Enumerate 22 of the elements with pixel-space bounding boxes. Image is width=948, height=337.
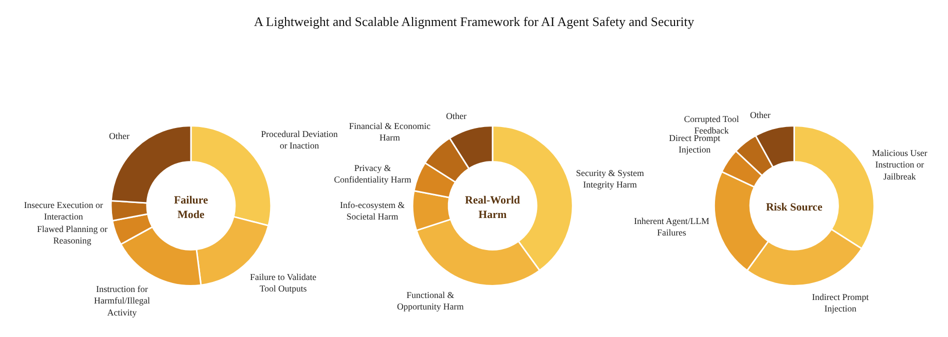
text: A Lightweight and Scalable Alignment Framework for AI Agent Safety and Security bbox=[254, 14, 695, 29]
text: Risk Source bbox=[766, 202, 822, 214]
slice-label: Inherent Agent/LLM Failures bbox=[634, 216, 710, 238]
text: Real-World Harm bbox=[465, 194, 520, 221]
slice-label: Privacy & Confidentiality Harm bbox=[334, 163, 412, 185]
slice-label: Failure to Validate Tool Outputs bbox=[250, 272, 316, 294]
slice-label: Security & System Integrity Harm bbox=[576, 168, 644, 190]
slice-label: Financial & Economic Harm bbox=[349, 121, 430, 143]
slice-label: Other bbox=[446, 111, 466, 121]
slice-label: Instruction for Harmful/Illegal Activity bbox=[94, 284, 150, 318]
slice-label: Functional & Opportunity Harm bbox=[397, 290, 464, 312]
text: Failure Mode bbox=[174, 194, 208, 221]
slice-label: Other bbox=[109, 131, 130, 141]
slice-label: Insecure Execution or Interaction bbox=[24, 200, 103, 222]
slice-label: Malicious User Instruction or Jailbreak bbox=[872, 148, 928, 182]
slice-label: Procedural Deviation or Inaction bbox=[261, 129, 338, 151]
slice-label: Corrupted Tool Feedback bbox=[684, 114, 740, 136]
slice-label: Flawed Planning or Reasoning bbox=[37, 224, 108, 246]
slice-label: Indirect Prompt Injection bbox=[812, 292, 870, 314]
slice-label: Info-ecosystem & Societal Harm bbox=[340, 200, 405, 222]
slice-label: Other bbox=[750, 110, 770, 120]
slice-label: Direct Prompt Injection bbox=[669, 133, 721, 155]
